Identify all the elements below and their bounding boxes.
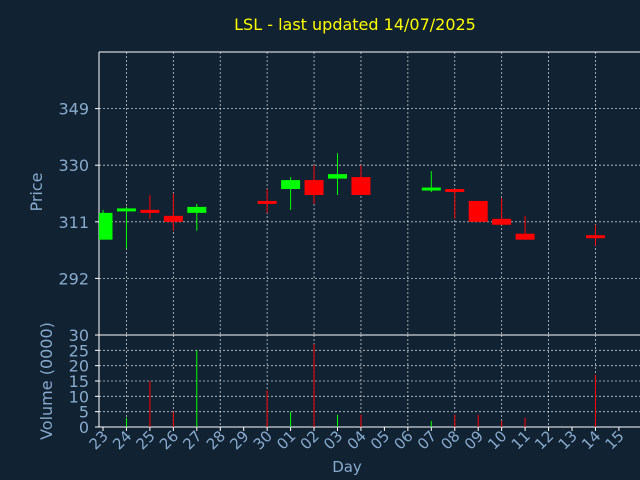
price-frame: [98, 51, 640, 335]
x-ticks: 2324252627282930010203040506070809101112…: [86, 427, 628, 453]
x-tick-label: 30: [250, 427, 276, 453]
candle-body: [304, 180, 324, 195]
x-tick-label: 27: [179, 427, 205, 453]
candle: [116, 206, 136, 249]
candle-body: [281, 180, 301, 190]
price-tick-label: 349: [58, 100, 89, 119]
candle: [585, 224, 605, 246]
candle-body: [187, 206, 207, 213]
x-tick-label: 23: [86, 427, 112, 453]
x-tick-label: 24: [109, 427, 135, 453]
x-tick-label: 04: [344, 427, 370, 453]
x-tick-label: 11: [508, 427, 534, 453]
x-tick-label: 06: [390, 427, 416, 453]
candle: [99, 209, 113, 240]
x-tick-label: 12: [531, 427, 557, 453]
candle-body: [328, 174, 347, 179]
candle: [515, 215, 535, 240]
volume-bars: [125, 344, 596, 427]
candle: [468, 200, 488, 222]
candle-body: [351, 177, 371, 195]
candle: [351, 165, 371, 195]
x-tick-label: 14: [578, 427, 604, 453]
x-tick-label: 29: [226, 427, 252, 453]
x-tick-label: 02: [297, 427, 323, 453]
x-tick-label: 07: [414, 427, 440, 453]
chart-title: LSL - last updated 14/07/2025: [234, 15, 476, 34]
volume-axis-label: Volume (0000): [37, 322, 56, 440]
x-tick-label: 08: [437, 427, 463, 453]
price-axis-label: Price: [27, 172, 46, 211]
volume-tick-label: 30: [69, 326, 89, 345]
candle-body: [421, 187, 441, 191]
candle-body: [492, 218, 512, 225]
candle-body: [445, 189, 465, 193]
x-tick-label: 28: [203, 427, 229, 453]
x-tick-label: 10: [484, 427, 510, 453]
candle: [421, 171, 441, 193]
candle-body: [140, 209, 160, 213]
candle-body: [116, 208, 136, 212]
volume-tick-label: 20: [69, 357, 89, 376]
candle: [328, 153, 347, 195]
volume-tick-label: 25: [69, 341, 89, 360]
candle: [257, 189, 277, 213]
price-y-ticks: 292 311 330 349: [58, 100, 99, 288]
x-tick-label: 26: [156, 427, 182, 453]
volume-grid: [99, 334, 640, 428]
candle: [140, 194, 160, 219]
candle: [163, 193, 183, 231]
candles: [99, 153, 605, 249]
candle-body: [515, 233, 535, 240]
x-tick-label: 25: [132, 427, 158, 453]
candle-body: [257, 200, 277, 204]
x-tick-label: 13: [555, 427, 581, 453]
candle: [281, 177, 301, 210]
candle: [445, 189, 465, 219]
candle-body: [99, 212, 113, 240]
price-tick-label: 311: [58, 213, 89, 232]
candle-body: [585, 235, 605, 239]
x-tick-label: 15: [601, 427, 627, 453]
candle-body: [468, 200, 488, 222]
candle: [304, 165, 324, 204]
x-tick-label: 03: [320, 427, 346, 453]
price-tick-label: 330: [58, 156, 89, 175]
x-tick-label: 05: [367, 427, 393, 453]
candle-body: [163, 215, 183, 222]
volume-tick-label: 5: [79, 403, 89, 422]
x-tick-label: 01: [273, 427, 299, 453]
volume-tick-label: 15: [69, 372, 89, 391]
volume-tick-label: 0: [79, 418, 89, 437]
volume-tick-label: 10: [69, 387, 89, 406]
candle: [492, 197, 512, 225]
candle: [187, 203, 207, 231]
x-axis-label: Day: [332, 458, 362, 476]
price-tick-label: 292: [58, 269, 89, 288]
x-tick-label: 09: [461, 427, 487, 453]
